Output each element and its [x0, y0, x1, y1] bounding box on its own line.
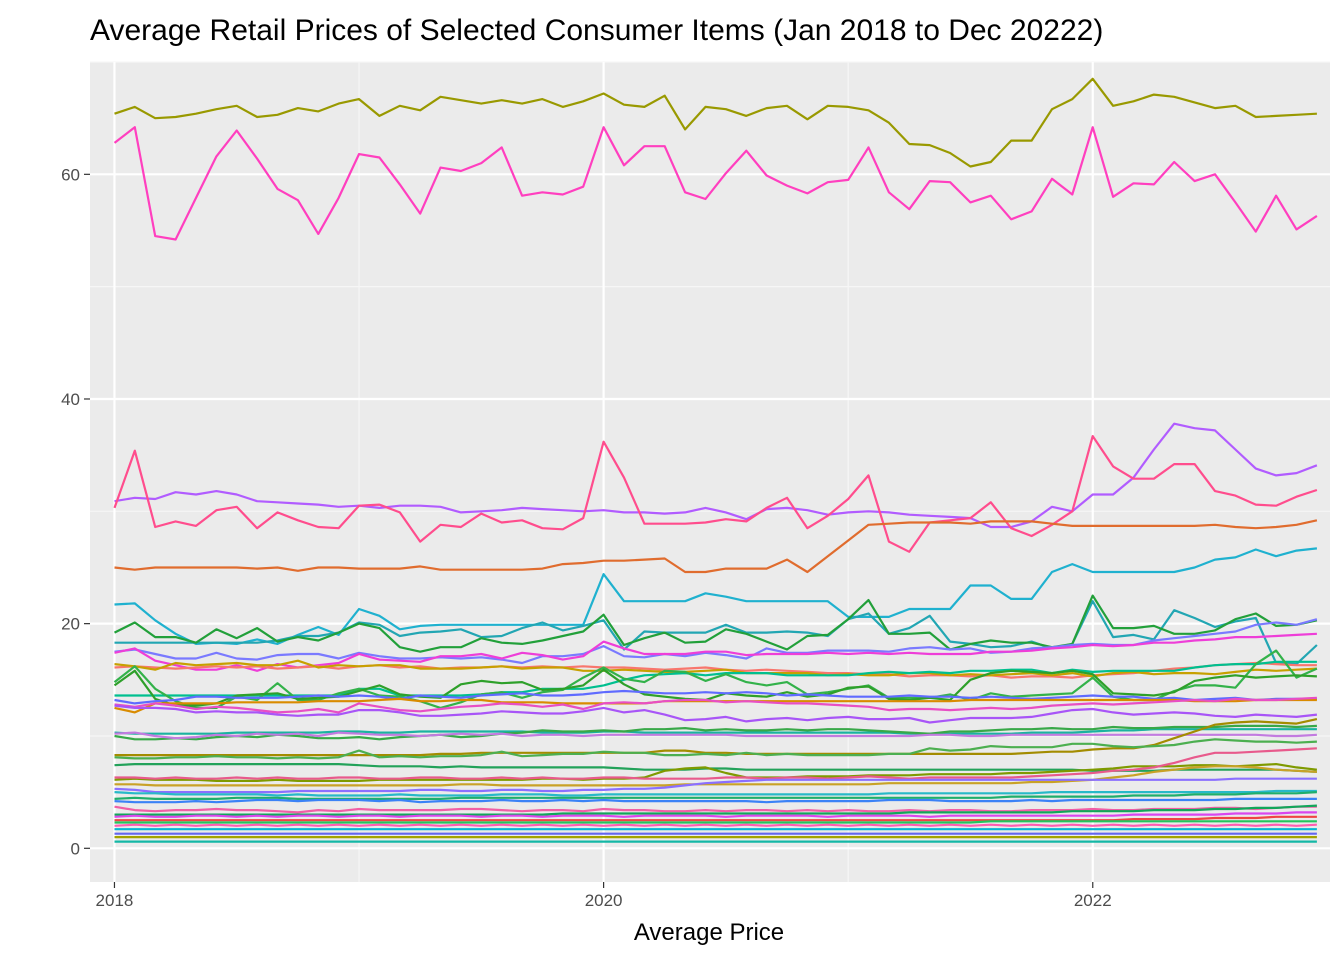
y-axis: 0 20 40 60 — [61, 165, 90, 858]
series-line-7 — [114, 600, 1318, 666]
chart-title: Average Retail Prices of Selected Consum… — [90, 14, 1103, 47]
series-line-12 — [114, 659, 1317, 678]
series-line-19 — [114, 704, 1318, 724]
series-line-18 — [114, 696, 1317, 714]
series-line-33 — [114, 805, 1317, 814]
series-line-29 — [114, 777, 1317, 794]
series-line-16 — [114, 689, 1317, 705]
series-line-1 — [114, 77, 1317, 168]
series-line-2 — [113, 126, 1318, 241]
series-line-21 — [114, 724, 1317, 741]
x-tick-label: 2020 — [585, 891, 623, 910]
series-line-24 — [114, 738, 1317, 760]
series-line-34 — [114, 804, 1317, 816]
series-line-23 — [114, 718, 1318, 757]
series-line-4 — [113, 435, 1318, 553]
series-line-37 — [114, 820, 1317, 824]
y-tick-label: 60 — [61, 165, 80, 184]
series-lines — [113, 77, 1318, 843]
series-line-6 — [114, 547, 1318, 646]
major-gridlines — [90, 62, 1330, 882]
series-line-27 — [114, 747, 1317, 780]
series-line-28 — [114, 765, 1317, 787]
series-line-38 — [114, 823, 1317, 827]
x-axis: 2018 2020 2022 — [96, 882, 1112, 910]
series-line-8 — [114, 594, 1318, 653]
series-line-26 — [114, 762, 1318, 783]
series-line-15 — [113, 668, 1317, 707]
series-line-31 — [114, 791, 1317, 801]
series-line-22 — [114, 731, 1317, 740]
series-line-32 — [114, 797, 1317, 804]
x-tick-label: 2018 — [96, 891, 134, 910]
y-tick-label: 0 — [71, 839, 80, 858]
series-line-5 — [114, 519, 1318, 574]
x-tick-label: 2022 — [1074, 891, 1112, 910]
series-line-35 — [114, 811, 1317, 818]
series-line-3 — [114, 422, 1318, 529]
y-tick-label: 20 — [61, 615, 80, 634]
series-line-20 — [114, 728, 1317, 735]
y-tick-label: 40 — [61, 390, 80, 409]
x-axis-title: Average Price — [634, 919, 784, 946]
series-line-30 — [114, 789, 1317, 797]
series-line-36 — [114, 815, 1317, 822]
